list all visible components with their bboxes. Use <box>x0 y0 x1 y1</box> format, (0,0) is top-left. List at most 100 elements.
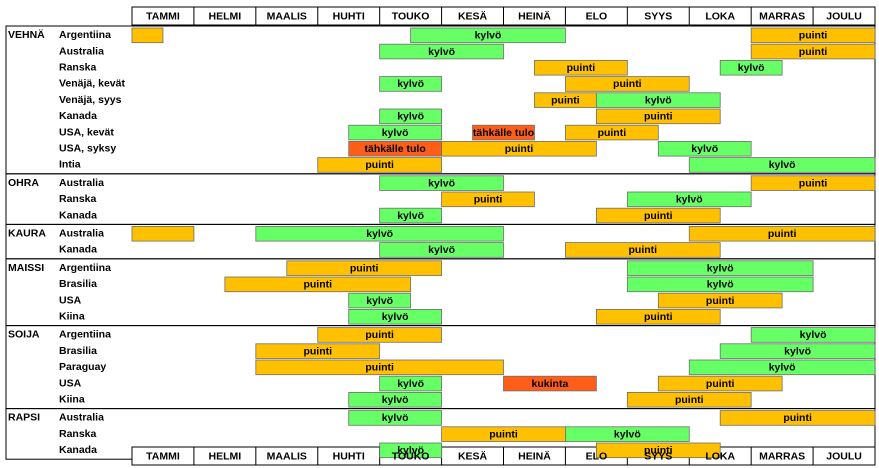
bar-kylvo <box>348 308 442 325</box>
bar-puinti <box>750 43 876 60</box>
bar-puinti <box>750 27 876 44</box>
row-label: Kiina <box>59 311 85 323</box>
bar-kylvo <box>750 327 876 343</box>
bar-label: puinti <box>303 279 332 291</box>
bar-label: kylvö <box>382 311 409 323</box>
row-label: Kanada <box>59 244 97 256</box>
month-label-bottom: JOULU <box>826 451 862 463</box>
bar-kylvo <box>348 391 442 408</box>
bar-puinti <box>595 442 721 459</box>
month-label-bottom: MARRAS <box>759 451 805 463</box>
bar-kylvo <box>626 276 814 293</box>
bar-puinti <box>224 276 412 293</box>
bar-label: kylvö <box>645 94 672 106</box>
bar-kylvo <box>379 242 504 258</box>
bar-label: puinti <box>598 127 627 139</box>
bar-kylvo <box>379 108 442 125</box>
bar-puinti <box>131 225 195 242</box>
bar-puinti <box>688 225 876 242</box>
bar-label: kylvö <box>475 30 502 42</box>
row-label: Australia <box>59 412 104 424</box>
row-label: Venäjä, syys <box>59 94 122 106</box>
month-label-top: ELO <box>586 11 608 23</box>
month-label-bottom: HUHTI <box>333 451 365 463</box>
bar-label: kylvö <box>397 210 424 222</box>
row-label: Ranska <box>59 428 97 440</box>
bar-kylvo <box>565 426 690 442</box>
month-label-top: HUHTI <box>333 11 365 23</box>
bar-kylvo <box>379 43 504 60</box>
group-name: SOIJA <box>8 329 40 341</box>
bar-label: kylvö <box>428 177 455 189</box>
month-label-top: TAMMI <box>146 11 180 23</box>
bar-label: kylvö <box>397 111 424 123</box>
bar-puinti <box>534 60 628 76</box>
bar-label: puinti <box>706 295 735 307</box>
month-label-bottom: TAMMI <box>146 451 180 463</box>
group-name: MAISSI <box>8 262 44 274</box>
month-label-bottom: LOKA <box>705 451 735 463</box>
bar-puinti <box>719 410 876 426</box>
bar-puinti <box>595 207 721 224</box>
bar-puinti <box>317 327 442 343</box>
bar-kylvo <box>688 359 876 376</box>
row-label: Brasilia <box>59 278 97 290</box>
row-label: Argentiina <box>59 329 111 341</box>
month-label-top: JOULU <box>826 11 862 23</box>
bar-kylvo <box>379 175 504 191</box>
row-label: USA, syksy <box>59 143 116 155</box>
group-name: OHRA <box>8 177 39 189</box>
bar-puinti <box>255 359 504 376</box>
bar-kylvo <box>255 225 504 242</box>
bar-puinti <box>565 124 659 141</box>
bar-label: kylvö <box>707 279 734 291</box>
row-label: USA <box>59 294 82 306</box>
month-label-bottom: KESÄ <box>458 450 488 463</box>
bar-label: puinti <box>303 345 332 357</box>
bar-label: kylvö <box>397 78 424 90</box>
bar-label: kylvö <box>614 428 641 440</box>
bar-label: kylvö <box>428 244 455 256</box>
month-label-top: MARRAS <box>759 11 805 23</box>
bar-label: kylvö <box>769 362 796 374</box>
bar-puinti <box>441 191 535 208</box>
row-label: Argentiina <box>59 262 111 274</box>
bar-kylvo <box>719 60 783 76</box>
month-label-top: HEINÄ <box>518 10 551 23</box>
bar-label: puinti <box>365 329 394 341</box>
bar-puinti <box>317 157 442 173</box>
bar-label: puinti <box>675 394 704 406</box>
group-name: RAPSI <box>8 412 40 424</box>
month-label-top: HELMI <box>209 11 242 23</box>
row-label: USA, kevät <box>59 126 114 138</box>
month-label-bottom: ELO <box>586 451 608 463</box>
bar-kylvo <box>379 442 442 459</box>
bar-label: tähkälle tulo <box>365 143 426 155</box>
bar-label: kylvö <box>738 62 765 74</box>
month-label-bottom: SYYS <box>644 451 672 463</box>
bar-label: kylvö <box>428 46 455 58</box>
bar-label: puinti <box>768 228 797 240</box>
group-name: VEHNÄ <box>8 28 45 41</box>
bar-kylvo <box>410 27 566 44</box>
bar-puinti <box>255 343 381 359</box>
bar-puinti <box>565 76 690 92</box>
bar-kylvo <box>348 410 442 426</box>
bar-label: kylvö <box>800 329 827 341</box>
bar-label: kylvö <box>397 445 424 457</box>
bar-kylvo <box>379 76 442 92</box>
bar-kylvo <box>348 124 442 141</box>
bar-puinti <box>657 292 783 309</box>
row-label: Kanada <box>59 110 97 122</box>
bar-label: kylvö <box>382 127 409 139</box>
row-label: Kiina <box>59 394 85 406</box>
bar-label: tähkälle tulo <box>473 127 534 139</box>
month-label-top: LOKA <box>705 11 735 23</box>
bar-label: kylvö <box>382 412 409 424</box>
month-label-bottom: MAALIS <box>267 451 307 463</box>
bar-label: puinti <box>505 143 534 155</box>
bar-kylvo <box>348 292 412 309</box>
row-label: Venäjä, kevät <box>59 78 125 90</box>
month-label-top: SYYS <box>644 11 672 23</box>
